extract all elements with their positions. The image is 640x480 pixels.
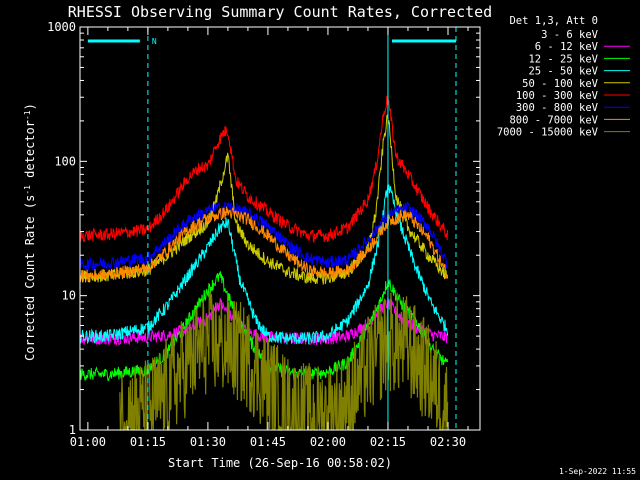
series-line-6 (79, 95, 449, 244)
y-tick-label-2: 10 (62, 289, 76, 303)
series-line-8 (79, 206, 449, 283)
series-layer (79, 95, 449, 433)
legend-label-7: 300 - 800 keV (516, 102, 599, 114)
legend-label-1: 3 - 6 keV (541, 29, 599, 41)
x-tick-label-7: 02:30 (430, 435, 466, 449)
legend-label-5: 50 - 100 keV (522, 78, 599, 90)
x-tick-label-4: 01:45 (250, 435, 286, 449)
legend-label-6: 100 - 300 keV (516, 90, 599, 102)
x-tick-label-3: 01:30 (190, 435, 226, 449)
series-line-2 (79, 297, 449, 346)
legend-label-9: 7000 - 15000 keV (497, 127, 599, 139)
y-axis-label: Corrected Count Rate (s-1 detector-1) (23, 103, 37, 361)
x-tick-label-5: 02:00 (310, 435, 346, 449)
atten-label: N (152, 37, 157, 46)
x-tick-label-6: 02:15 (370, 435, 406, 449)
legend-label-3: 12 - 25 keV (528, 53, 598, 65)
series-line-4 (79, 184, 449, 345)
legend-label-4: 25 - 50 keV (528, 66, 598, 78)
attenuator-markers: N (87, 27, 457, 430)
legend-header: Det 1,3, Att 0 (509, 15, 598, 27)
y-axis-ticks: 1 10 100 1000 (47, 20, 480, 437)
legend-label-2: 6 - 12 keV (535, 41, 599, 53)
legend-label-8: 800 - 7000 keV (509, 114, 598, 126)
x-axis-label: Start Time (26-Sep-16 00:58:02) (168, 456, 392, 470)
series-line-7 (79, 201, 448, 271)
y-tick-label-4: 1000 (47, 20, 76, 34)
plot-frame (79, 26, 481, 431)
x-axis-ticks: 01:00 01:15 01:30 01:45 02:00 02:15 02:30 (70, 27, 469, 449)
x-tick-label-2: 01:15 (130, 435, 166, 449)
timestamp: 1-Sep-2022 11:55 (559, 467, 636, 476)
chart-title: RHESSI Observing Summary Count Rates, Co… (68, 3, 492, 21)
y-tick-label-1: 1 (69, 423, 76, 437)
y-tick-label-3: 100 (54, 154, 76, 168)
x-tick-label-1: 01:00 (70, 435, 106, 449)
